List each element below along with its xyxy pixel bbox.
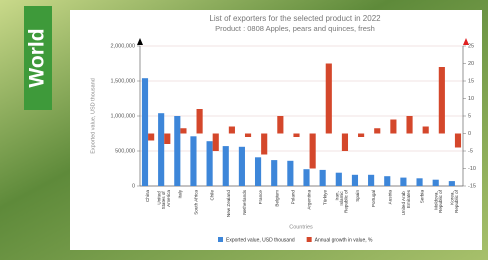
chart-subtitle: Product : 0808 Apples, pears and quinces…	[215, 24, 375, 33]
bar	[310, 134, 316, 169]
bar	[213, 134, 219, 152]
bar	[326, 64, 332, 134]
bar	[423, 127, 429, 134]
bar	[390, 120, 396, 134]
bar	[439, 67, 445, 134]
y-tick-label: 1,500,000	[111, 78, 135, 84]
bar	[190, 136, 196, 186]
bar	[358, 134, 364, 138]
bar	[293, 134, 299, 138]
bar	[449, 181, 455, 186]
bar	[271, 160, 277, 186]
bar	[416, 178, 422, 186]
bar	[342, 134, 348, 152]
bar	[277, 116, 283, 134]
y-tick-label: 500,000	[115, 148, 135, 154]
x-axis-label: Countries	[289, 224, 313, 230]
y2-tick-label: -15	[468, 183, 476, 189]
chart-title: List of exporters for the selected produ…	[209, 14, 381, 23]
bar	[148, 134, 154, 141]
bar	[384, 176, 390, 186]
bar	[229, 127, 235, 134]
bar	[336, 173, 342, 186]
y-tick-label: 0	[132, 183, 135, 189]
x-tick-label: New Zealand	[226, 190, 231, 218]
bar	[180, 128, 186, 133]
bar	[158, 113, 164, 186]
bar	[352, 175, 358, 186]
sidebar-label: World	[26, 28, 49, 87]
bar	[142, 78, 148, 186]
bar	[303, 169, 309, 186]
bar	[255, 157, 261, 186]
x-tick-label: Moldova, Republic of	[434, 189, 444, 213]
bar	[368, 175, 374, 186]
page: {"sidebar": {"label": "World"}, "chart_d…	[0, 0, 488, 260]
y-tick-label: 2,000,000	[111, 43, 135, 49]
bar	[174, 116, 180, 186]
legend-swatch	[307, 237, 312, 242]
x-tick-label: Italy	[178, 189, 183, 198]
x-tick-label: Türkiye	[323, 190, 328, 206]
bar	[207, 141, 213, 186]
bar	[287, 161, 293, 186]
y2-tick-label: 20	[468, 61, 474, 67]
y2-tick-label: 5	[468, 113, 471, 119]
bar	[245, 134, 251, 138]
bar	[239, 147, 245, 186]
bar	[433, 180, 439, 186]
legend-label: Annual growth in value, %	[315, 237, 373, 243]
bar	[261, 134, 267, 155]
x-tick-label: Belgium	[274, 190, 279, 207]
x-tick-label: Spain	[355, 190, 360, 202]
y2-tick-label: 0	[468, 131, 471, 137]
x-tick-label: South Africa	[194, 190, 199, 215]
y-axis-label: Exported value, USD thousand	[90, 78, 96, 154]
x-tick-label: Portugal	[371, 190, 376, 207]
y2-tick-label: -10	[468, 166, 476, 172]
y2-tick-label: -5	[468, 148, 473, 154]
bar	[320, 170, 326, 186]
bar	[164, 134, 170, 145]
bar	[455, 134, 461, 148]
chart: World List of exporters for the selected…	[0, 0, 488, 260]
y-tick-label: 1,000,000	[111, 113, 135, 119]
x-tick-label: France	[258, 190, 263, 205]
x-tick-label: Argentina	[307, 190, 312, 210]
x-tick-label: Poland	[291, 190, 296, 205]
x-tick-label: Netherlands	[242, 189, 247, 214]
x-tick-label: Serbia	[420, 190, 425, 204]
y2-tick-label: 15	[468, 78, 474, 84]
legend-swatch	[218, 237, 223, 242]
x-tick-label: China	[145, 190, 150, 202]
bar	[374, 128, 380, 133]
bar	[197, 109, 203, 134]
y2-tick-label: 25	[468, 43, 474, 49]
bar	[223, 146, 229, 186]
x-tick-label: Austria	[388, 190, 393, 205]
y2-tick-label: 10	[468, 96, 474, 102]
bar	[406, 116, 412, 134]
legend-label: Exported value, USD thousand	[226, 237, 295, 243]
x-tick-label: Chile	[210, 190, 215, 201]
bar	[400, 178, 406, 186]
